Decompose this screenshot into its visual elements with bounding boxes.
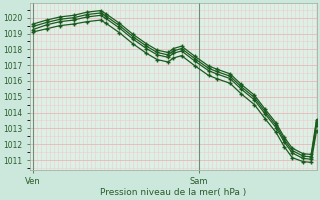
X-axis label: Pression niveau de la mer( hPa ): Pression niveau de la mer( hPa ) [100, 188, 247, 197]
